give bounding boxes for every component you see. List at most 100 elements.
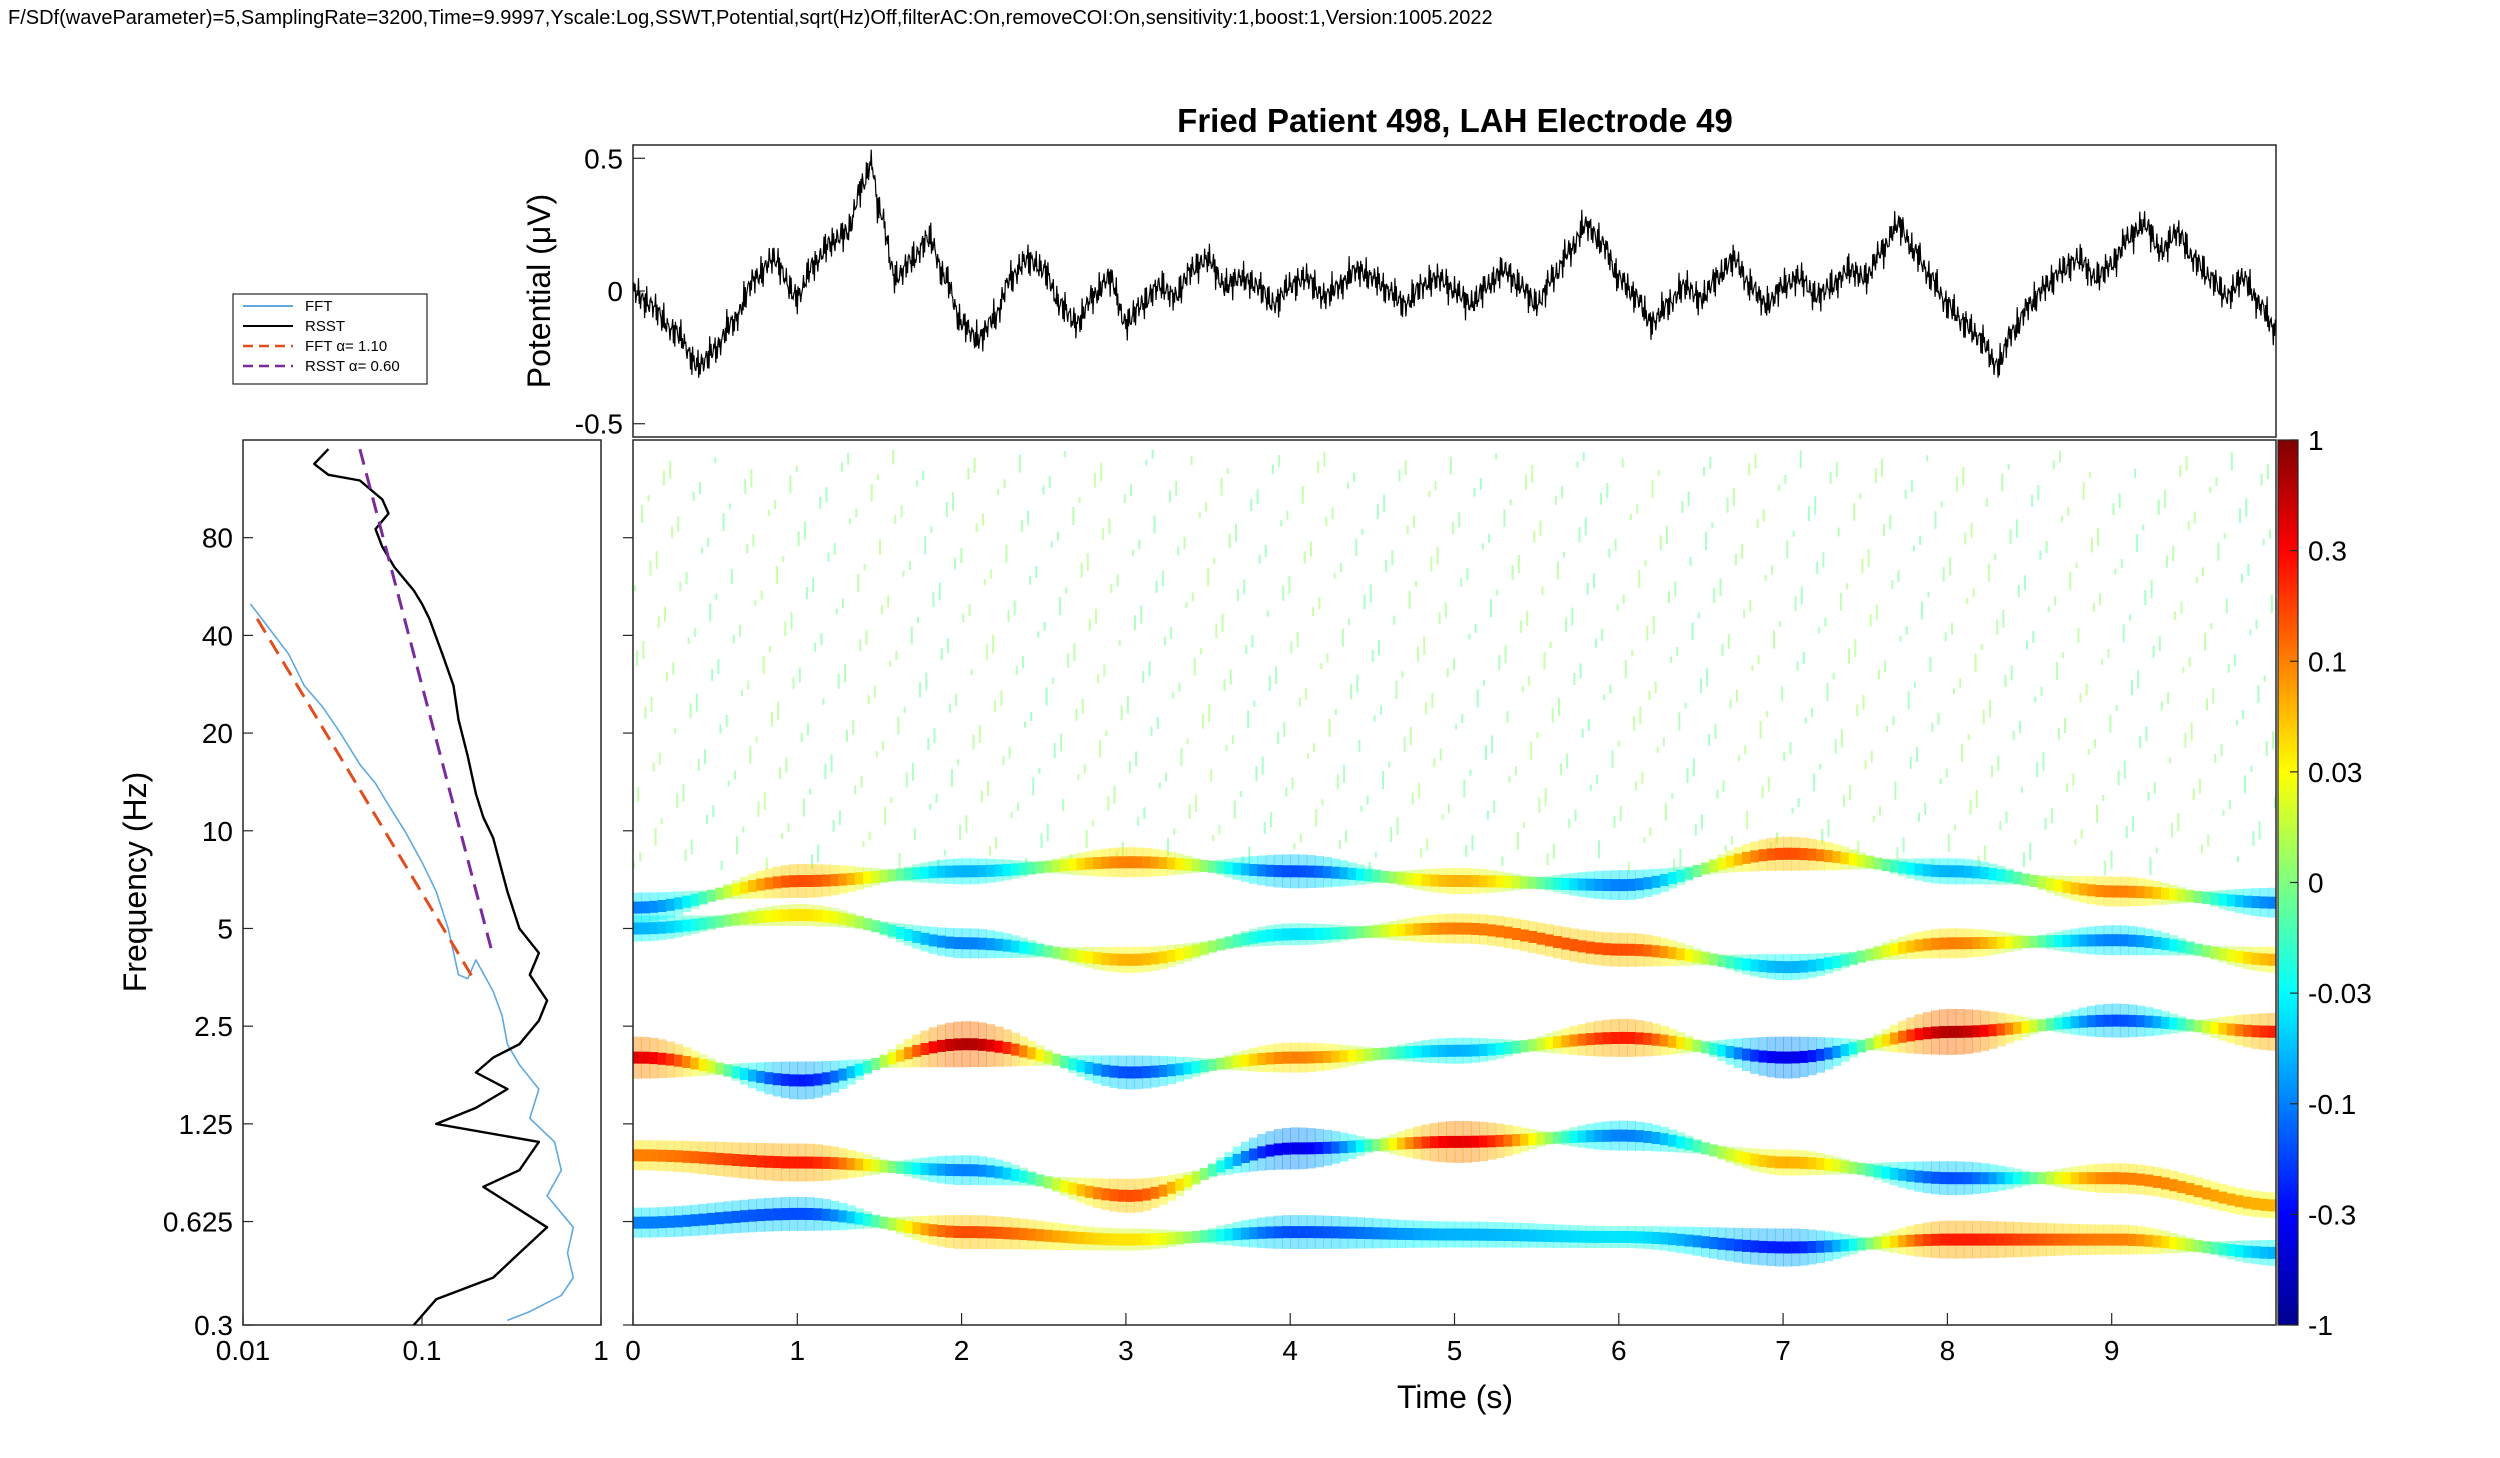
sswt-speckle [1530,741,1533,760]
sswt-speckle [1729,699,1732,709]
sswt-speckle [1603,694,1606,701]
sswt-speckle [1002,756,1005,766]
sswt-speckle [835,608,838,615]
sswt-speckle [2245,498,2248,517]
sswt-speckle [1552,843,1555,859]
sswt-ridge-core [1816,1158,1825,1170]
sswt-speckle [1508,776,1511,783]
sswt-ridge-core [1906,1169,1916,1182]
sswt-ridge-core [1643,1032,1653,1045]
sswt-ridge-core [2136,1234,2146,1247]
sswt-speckle [2209,486,2212,493]
sswt-speckle [1776,832,1779,845]
sswt-ridge-core [1084,857,1094,870]
sswt-ridge-core [2193,1020,2203,1033]
sswt-speckle [1425,702,1428,715]
sswt-ridge-core [1323,927,1333,940]
sswt-ridge-core [1462,1044,1472,1057]
sswt-speckle [1183,536,1186,549]
sswt-speckle [1290,641,1293,654]
sswt-ridge-core [1659,946,1669,959]
sswt-ridge-core [715,915,725,928]
sswt-speckle [1138,540,1141,549]
sswt-speckle [817,844,820,863]
sswt-ridge-core [698,1213,708,1226]
sswt-ridge-core [731,1066,741,1079]
sswt-ridge-core [789,1074,799,1087]
sswt-speckle [1306,753,1309,760]
sswt-speckle [1956,476,1959,492]
sswt-speckle [2125,826,2128,839]
sswt-speckle [1298,697,1301,707]
time-tick-label: 1 [790,1335,806,1366]
sswt-ridge-core [1824,1047,1834,1060]
sswt-ridge-core [1355,1140,1365,1153]
sswt-speckle [1561,486,1564,499]
sswt-ridge-core [2087,1172,2097,1185]
sswt-ridge-core [2259,1246,2269,1259]
sswt-ridge-core [1495,1228,1505,1241]
sswt-ridge-core [1520,929,1530,942]
sswt-ridge-core [2210,892,2220,905]
sswt-speckle [1586,582,1589,595]
sswt-ridge-core [649,922,659,935]
sswt-speckle [1703,466,1705,476]
sswt-speckle [754,600,757,607]
sswt-speckle [1073,643,1076,662]
sswt-ridge-core [1618,1231,1628,1243]
sswt-ridge-core [2111,934,2121,947]
sswt-ridge-core [1487,924,1497,937]
sswt-ridge-core [1454,1044,1464,1057]
sswt-ridge-core [821,874,831,887]
sswt-ridge-core [2029,1233,2039,1246]
sswt-speckle [879,539,881,555]
sswt-speckle [1323,451,1326,467]
sswt-speckle [633,862,635,869]
sswt-speckle [1767,776,1770,792]
sswt-ridge-core [2004,1172,2014,1185]
sswt-speckle [1212,835,1215,841]
sswt-speckle [1172,692,1175,699]
sswt-ridge-core [2070,934,2080,947]
sswt-speckle [2042,752,2045,771]
sswt-ridge-core [1799,1050,1809,1063]
sswt-speckle [719,724,722,734]
sswt-ridge-core [682,1214,692,1227]
sswt-ridge-core [1881,859,1891,871]
sswt-ridge-core [657,1216,667,1229]
sswt-ridge-core [1848,1042,1858,1055]
sswt-speckle [2037,485,2040,501]
sswt-ridge-core [821,1208,831,1221]
sswt-ridge-core [1643,944,1653,957]
sswt-speckle [868,831,871,841]
sswt-ridge-core [1323,1050,1333,1063]
sswt-speckle [1664,802,1667,821]
sswt-speckle [2237,855,2239,862]
sswt-speckle [1466,568,1469,581]
sswt-ridge-core [1413,1136,1423,1149]
sswt-speckle [1331,507,1334,520]
sswt-ridge-core [1799,960,1809,973]
sswt-speckle [644,706,647,719]
sswt-ridge-core [797,875,807,887]
sswt-speckle [1649,827,1652,837]
sswt-ridge-core [1093,1063,1102,1076]
sswt-speckle [1103,664,1106,677]
sswt-speckle [1482,679,1485,686]
sswt-speckle [720,860,723,870]
sswt-ridge-core [715,887,725,900]
sswt-ridge-core [1068,858,1078,871]
sswt-ridge-core [1602,1129,1612,1142]
sswt-speckle [1007,610,1010,623]
sswt-ridge-core [945,865,955,878]
sswt-ridge-core [715,1212,725,1225]
rsst-spectrum-line [313,448,549,1325]
sswt-ridge-core [2037,1019,2047,1032]
sswt-speckle [1706,668,1709,687]
sswt-ridge-core [1865,948,1875,961]
sswt-ridge-core [748,1209,757,1222]
sswt-speckle [1835,462,1838,477]
sswt-ridge-core [1594,942,1604,955]
